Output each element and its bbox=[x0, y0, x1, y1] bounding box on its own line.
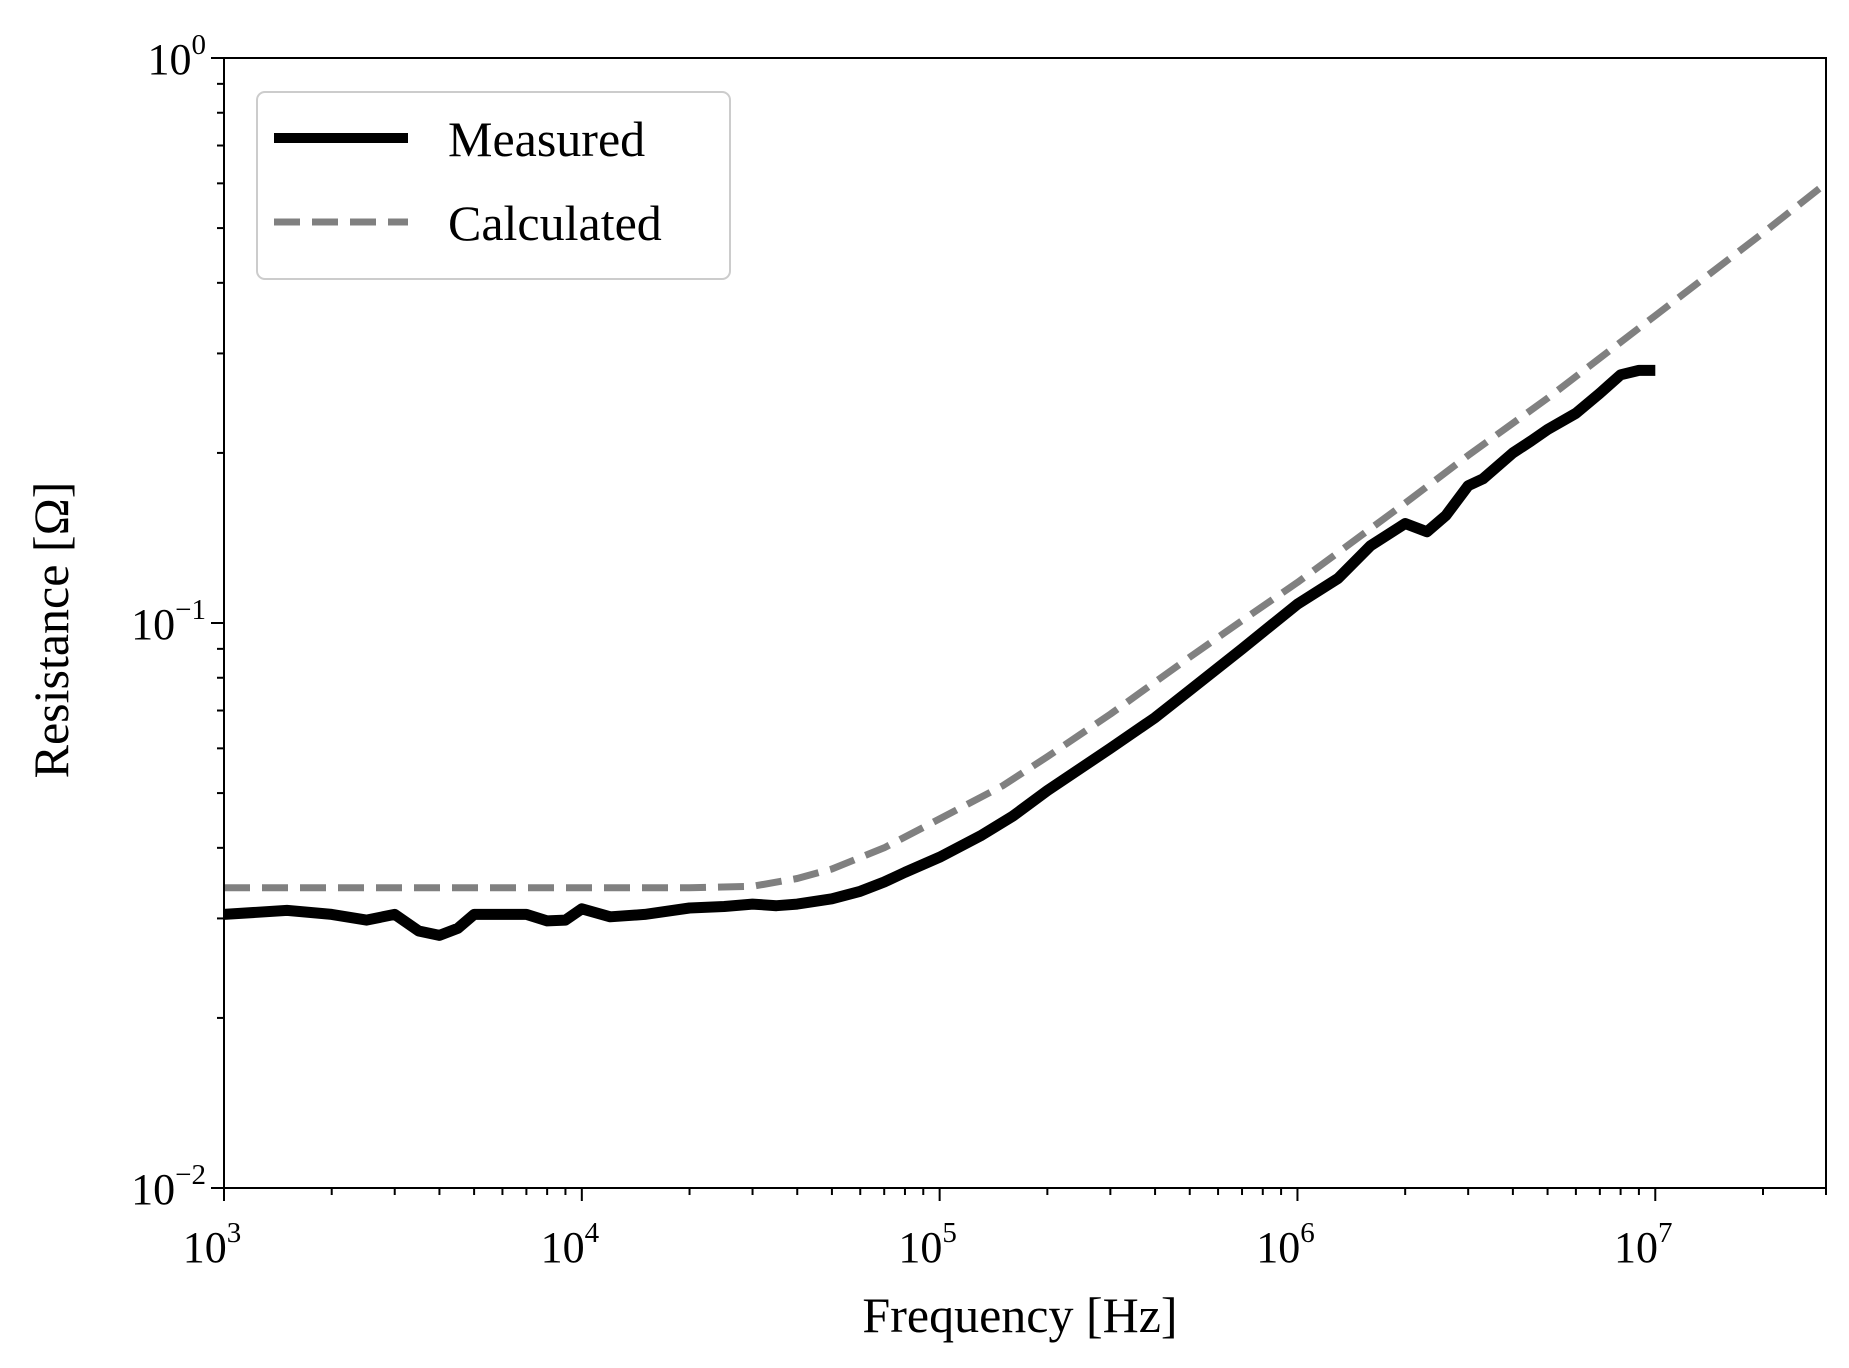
x-tick-label: 103 bbox=[183, 1217, 242, 1272]
x-tick-label: 107 bbox=[1614, 1217, 1673, 1272]
y-tick-label: 10−2 bbox=[131, 1159, 206, 1214]
x-tick-label: 105 bbox=[898, 1217, 957, 1272]
x-tick-label: 106 bbox=[1256, 1217, 1315, 1272]
plot-content bbox=[223, 180, 1829, 941]
series-line-calculated bbox=[224, 180, 1829, 892]
x-ticks: 103 104 105 106 107 bbox=[183, 1188, 1827, 1272]
legend-label-calculated: Calculated bbox=[448, 195, 662, 251]
y-tick-label: 100 bbox=[148, 29, 207, 84]
x-tick-label: 104 bbox=[541, 1217, 600, 1272]
legend-label-measured: Measured bbox=[448, 111, 645, 167]
y-tick-label: 10−1 bbox=[131, 594, 206, 649]
y-ticks: 10−2 10−1 100 bbox=[131, 29, 224, 1214]
legend: Measured Calculated bbox=[256, 91, 731, 280]
x-axis-title: Frequency [Hz] bbox=[862, 1287, 1177, 1343]
series-line-measured bbox=[223, 364, 1656, 941]
y-axis-title: Resistance [Ω] bbox=[23, 482, 79, 779]
